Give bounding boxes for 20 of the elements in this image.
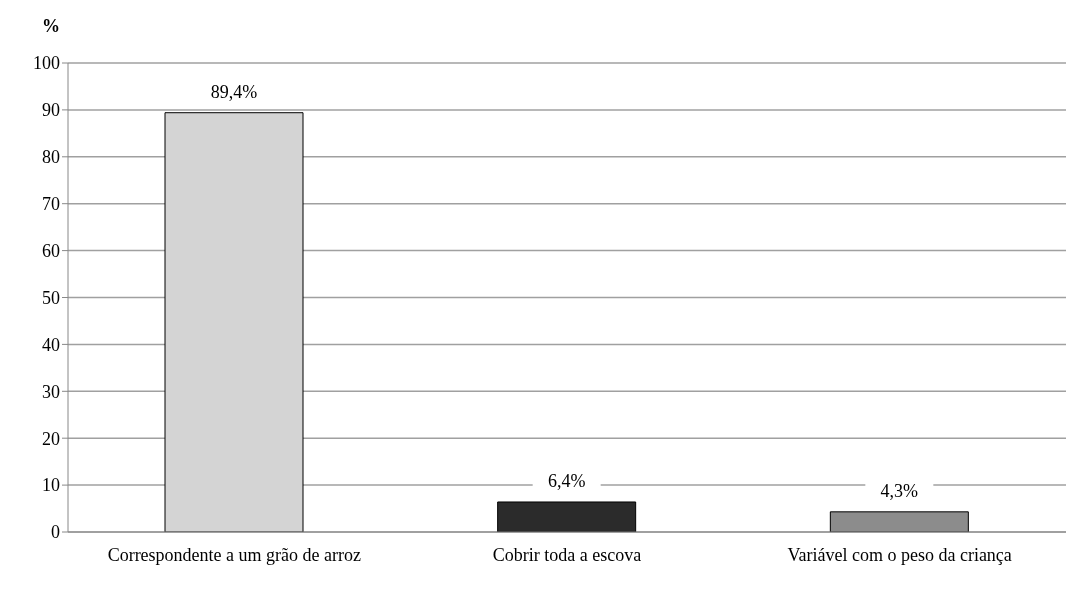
y-tick-label: 30 (42, 381, 60, 402)
y-axis-title: % (42, 16, 60, 37)
bar (164, 112, 304, 532)
data-label: 4,3% (880, 480, 919, 501)
data-label: 89,4% (210, 81, 258, 102)
x-tick-label: Cobrir toda a escova (492, 544, 642, 565)
bar (497, 501, 637, 532)
y-tick-label: 90 (42, 100, 60, 121)
y-tick-label: 10 (42, 475, 60, 496)
y-tick-label: 100 (33, 53, 60, 74)
y-tick-label: 0 (51, 522, 60, 543)
data-label: 6,4% (547, 470, 586, 491)
y-tick-label: 50 (42, 287, 60, 308)
y-tick-label: 40 (42, 334, 60, 355)
y-tick-label: 20 (42, 428, 60, 449)
y-tick-label: 70 (42, 194, 60, 215)
x-tick-label: Correspondente a um grão de arroz (107, 544, 362, 565)
y-tick-label: 60 (42, 240, 60, 261)
y-tick-label: 80 (42, 147, 60, 168)
x-tick-label: Variável com o peso da criança (787, 544, 1012, 565)
